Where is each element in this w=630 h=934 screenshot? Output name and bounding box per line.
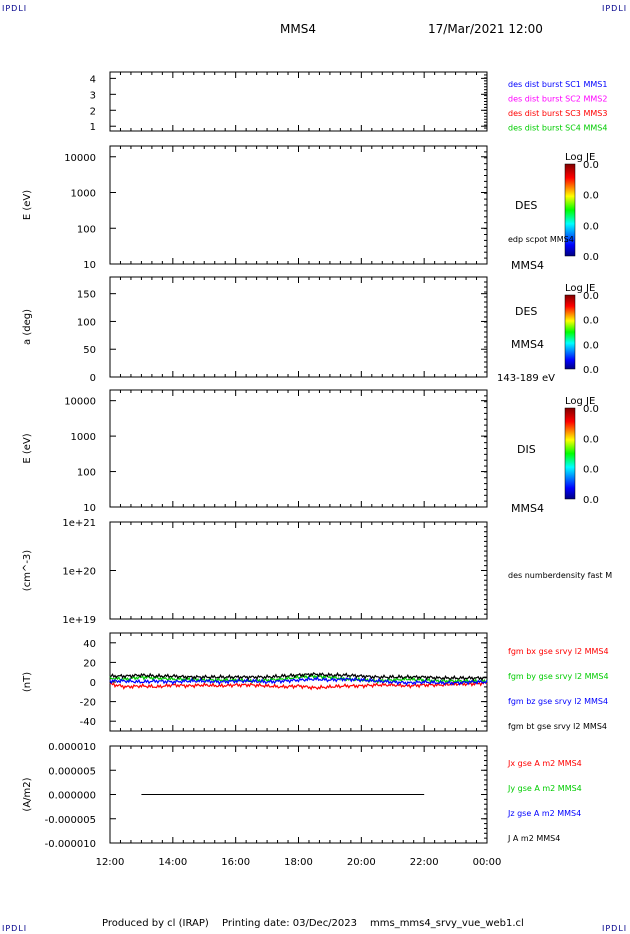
header-date: 17/Mar/2021 12:00 (428, 22, 543, 36)
footer-producer: Produced by cl (IRAP) (102, 918, 209, 929)
panel-2-colorbar-title: Log JE (565, 283, 595, 294)
panel-3-colorbar-tick: 0.0 (583, 495, 599, 506)
panel-1-frame (109, 145, 488, 265)
panel-1-colorbar-tick: 0.0 (583, 191, 599, 202)
panel-3-colorbar-tick: 0.0 (583, 404, 599, 415)
panel-2-colorbar-tick: 0.0 (583, 340, 599, 351)
legend-fgm-bx-gse-srvy-l2-mms4: fgm bx gse srvy l2 MMS4 (508, 647, 609, 656)
xtick-label: 12:00 (96, 857, 125, 868)
legend-jy-gse-a-m2-mms4: Jy gse A m2 MMS4 (507, 784, 582, 793)
panel-1-ytick-label: 10 (83, 260, 96, 271)
panel-2-colorbar-tick: 0.0 (583, 365, 599, 376)
panel-1-label-scpot: edp scpot MMS4 (508, 235, 574, 244)
panel-5-ytick-label: -20 (80, 698, 96, 709)
panel-0-ytick-label: 2 (90, 106, 96, 117)
panel-1-ytick-label: 10000 (64, 153, 96, 164)
legend-fgm-by-gse-srvy-l2-mms4: fgm by gse srvy l2 MMS4 (508, 672, 609, 681)
panel-2-frame (109, 276, 488, 378)
legend-des-dist-burst-sc2-mms2: des dist burst SC2 MMS2 (508, 95, 607, 104)
legend-des-dist-burst-sc4-mms4: des dist burst SC4 MMS4 (508, 124, 607, 133)
panel-2-ylabel: a (deg) (22, 309, 33, 345)
xtick-label: 22:00 (410, 857, 439, 868)
panel-5-ytick-label: 20 (83, 658, 96, 669)
panel-0-frame (109, 71, 488, 132)
panel-4-ytick-label: 1e+21 (62, 518, 96, 529)
panel-4-ytick-label: 1e+19 (62, 615, 96, 626)
panel-5-ytick-label: -40 (80, 717, 96, 728)
panel-6-ytick-label: 0.000005 (48, 766, 96, 777)
panel-6-ylabel: (A/m2) (22, 777, 33, 811)
panel-0-ytick-label: 3 (90, 90, 96, 101)
panel-2-label-energy-range: 143-189 eV (497, 373, 555, 384)
xtick-label: 14:00 (158, 857, 187, 868)
header-spacecraft: MMS4 (280, 22, 316, 36)
panel-1-ylabel: E (eV) (22, 190, 33, 220)
panel-6-ytick-label: 0.000000 (48, 791, 96, 802)
panel-2-label-spacecraft: MMS4 (511, 338, 544, 351)
xtick-label: 18:00 (284, 857, 313, 868)
panel-5-ytick-label: 40 (83, 639, 96, 650)
panel-6-ytick-label: -0.000005 (45, 815, 96, 826)
panel-5-ylabel: (nT) (22, 672, 33, 692)
legend-jx-gse-a-m2-mms4: Jx gse A m2 MMS4 (507, 759, 582, 768)
panel-1-colorbar-tick: 0.0 (583, 221, 599, 232)
footer-filename: mms_mms4_srvy_vue_web1.cl (370, 918, 524, 929)
xtick-label: 20:00 (347, 857, 376, 868)
panel-2-label-species: DES (515, 305, 537, 318)
panel-2-ytick-label: 150 (77, 290, 96, 301)
panel-1-colorbar-tick: 0.0 (583, 160, 599, 171)
panel-3-ytick-label: 10000 (64, 397, 96, 408)
panel-3-colorbar-tick: 0.0 (583, 434, 599, 445)
panel-3-colorbar-tick: 0.0 (583, 465, 599, 476)
corner-label-top-right: IPDLI (602, 4, 628, 13)
panel-1-colorbar-tick: 0.0 (583, 252, 599, 263)
panel-1-ytick-label: 100 (77, 224, 96, 235)
panel-2-ytick-label: 0 (90, 373, 96, 384)
legend-fgm-bt-gse-srvy-l2-mms4: fgm bt gse srvy l2 MMS4 (508, 722, 607, 731)
panel-3-frame (109, 389, 488, 508)
corner-label-bottom-left: IPDLI (2, 924, 28, 933)
panel-3-ylabel: E (eV) (22, 433, 33, 463)
corner-label-top-left: IPDLI (2, 4, 28, 13)
panel-4-ytick-label: 1e+20 (62, 567, 96, 578)
panel-3-ytick-label: 1000 (71, 432, 96, 443)
xtick-label: 16:00 (221, 857, 250, 868)
panel-1-colorbar-title: Log JE (565, 152, 595, 163)
series-fgm-bz-gse-srvy-l2-mms4 (109, 676, 488, 687)
panel-3-ytick-label: 100 (77, 468, 96, 479)
panel-2-colorbar-tick: 0.0 (583, 291, 599, 302)
panel-2-colorbar-tick: 0.0 (583, 316, 599, 327)
footer-printing-date: Printing date: 03/Dec/2023 (222, 918, 358, 929)
legend-jz-gse-a-m2-mms4: Jz gse A m2 MMS4 (507, 809, 581, 818)
legend-j-a-m2-mms4: J A m2 MMS4 (507, 834, 560, 843)
panel-5-ytick-label: 0 (90, 678, 96, 689)
legend-fgm-bz-gse-srvy-l2-mms4: fgm bz gse srvy l2 MMS4 (508, 697, 608, 706)
panel-3-colorbar (564, 407, 576, 500)
legend-des-numberdensity: des numberdensity fast M (508, 571, 612, 580)
panel-1-colorbar (564, 163, 576, 257)
legend-des-dist-burst-sc3-mms3: des dist burst SC3 MMS3 (508, 109, 607, 118)
panel-2-ytick-label: 100 (77, 317, 96, 328)
panel-2-ytick-label: 50 (83, 345, 96, 356)
panel-3-label-spacecraft: MMS4 (511, 502, 544, 515)
panel-1-ytick-label: 1000 (71, 189, 96, 200)
panel-1-label-species: DES (515, 199, 537, 212)
series-fgm-bt-gse-srvy-l2-mms4 (110, 671, 488, 682)
panel-4-ylabel: (cm^-3) (22, 550, 33, 591)
panel-3-colorbar-title: Log JE (565, 396, 595, 407)
panel-6-ytick-label: -0.000010 (45, 839, 96, 850)
corner-label-bottom-right: IPDLI (602, 924, 628, 933)
panel-2-colorbar (564, 294, 576, 370)
panel-3-label-species: DIS (517, 443, 536, 456)
xtick-label: 00:00 (473, 857, 502, 868)
legend-des-dist-burst-sc1-mms1: des dist burst SC1 MMS1 (508, 80, 607, 89)
panel-1-label-spacecraft: MMS4 (511, 259, 544, 272)
panel-0-ytick-label: 4 (90, 74, 96, 85)
panel-3-ytick-label: 10 (83, 503, 96, 514)
panel-6-ytick-label: 0.000010 (48, 742, 96, 753)
panel-0-ytick-label: 1 (90, 122, 96, 133)
panel-4-frame (109, 521, 488, 620)
